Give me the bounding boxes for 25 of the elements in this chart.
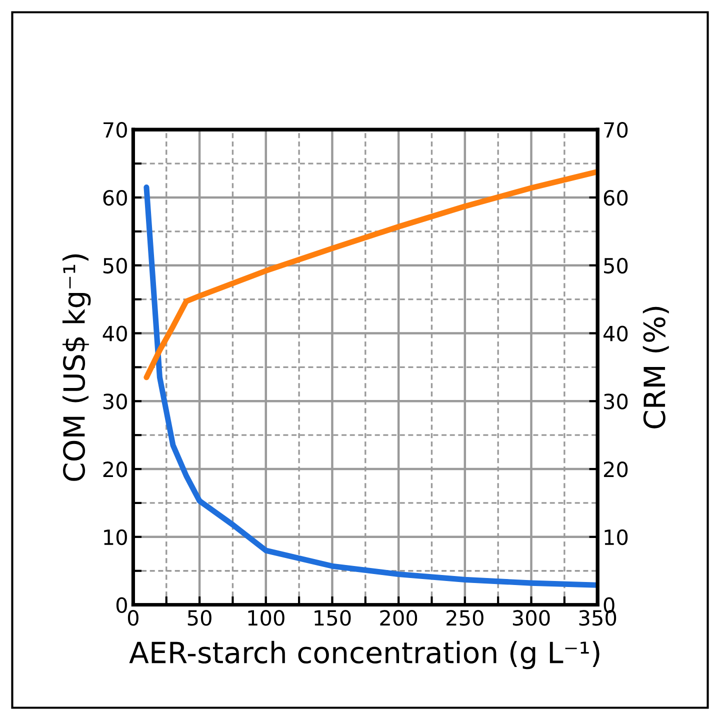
y-axis-title: COM (US$ kg⁻¹): [62, 254, 91, 481]
y-tick-label: 40: [102, 326, 127, 342]
y-tick-label: 60: [103, 190, 127, 206]
x-tick-label: 0: [128, 610, 138, 626]
y2-axis-title: CRM (%): [642, 306, 669, 428]
y-tick-label: 70: [104, 122, 127, 138]
y-tick-label: 30: [103, 394, 127, 410]
x-tick-label: 150: [314, 610, 351, 626]
y-tick-label: 20: [103, 461, 127, 478]
x-axis-title: AER-starch concentration (g L⁻¹): [129, 640, 600, 670]
x-tick-label: 50: [188, 610, 212, 626]
y2-tick-label: 30: [604, 394, 628, 410]
y2-tick-label: 20: [604, 461, 628, 478]
x-tick-label: 100: [248, 610, 284, 626]
x-tick-label: 300: [512, 610, 550, 626]
y2-tick-label: 70: [604, 122, 628, 138]
y-tick-label: 10: [104, 529, 127, 546]
y2-tick-label: 40: [603, 326, 628, 342]
y-tick-label: 50: [103, 258, 127, 274]
x-tick-label: 250: [446, 610, 484, 626]
y2-tick-label: 60: [604, 190, 628, 206]
y-tick-label: 0: [116, 597, 127, 614]
x-tick-label: 200: [380, 610, 418, 626]
y2-tick-label: 50: [604, 258, 628, 274]
y2-tick-label: 10: [604, 529, 628, 546]
